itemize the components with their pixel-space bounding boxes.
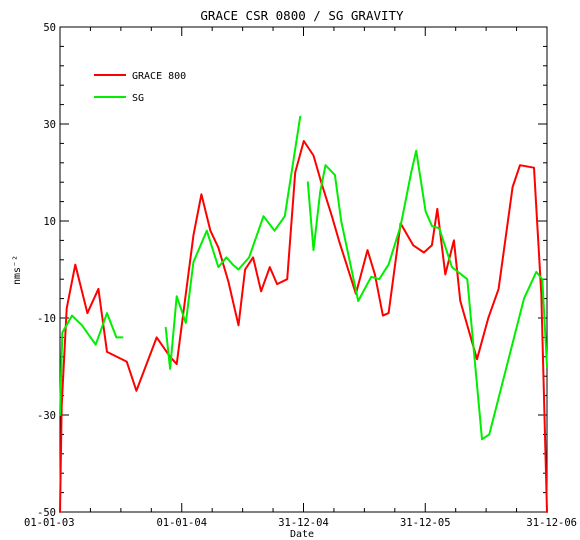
series-line-sg — [164, 115, 302, 370]
y-tick-label: 30 — [43, 119, 56, 131]
legend-label-grace-800: GRACE 800 — [132, 71, 186, 82]
y-axis-label: nms⁻² — [12, 255, 23, 285]
series-line-sg — [59, 312, 124, 416]
x-axis-label: Date — [290, 529, 314, 540]
x-tick-label: 01-01-04 — [156, 517, 207, 529]
legend-label-sg: SG — [132, 93, 144, 104]
chart-title: GRACE CSR 0800 / SG GRAVITY — [200, 8, 404, 23]
y-axis-title: nms⁻² — [12, 255, 23, 285]
x-tick-label: 31-12-06 — [526, 517, 577, 529]
x-tick-label: 31-12-05 — [400, 517, 451, 529]
x-tick-label: 01-01-03 — [24, 517, 75, 529]
y-tick-label: 50 — [43, 22, 56, 34]
series-line-sg — [306, 149, 548, 441]
x-tick-label: 31-12-04 — [278, 517, 329, 529]
series-line-grace-800 — [59, 140, 548, 513]
legend: GRACE 800 SG — [94, 71, 186, 104]
y-tick-label: -10 — [37, 313, 56, 325]
y-tick-label: 10 — [43, 216, 56, 228]
y-tick-label: -50 — [37, 507, 56, 519]
y-tick-label: -30 — [37, 410, 56, 422]
